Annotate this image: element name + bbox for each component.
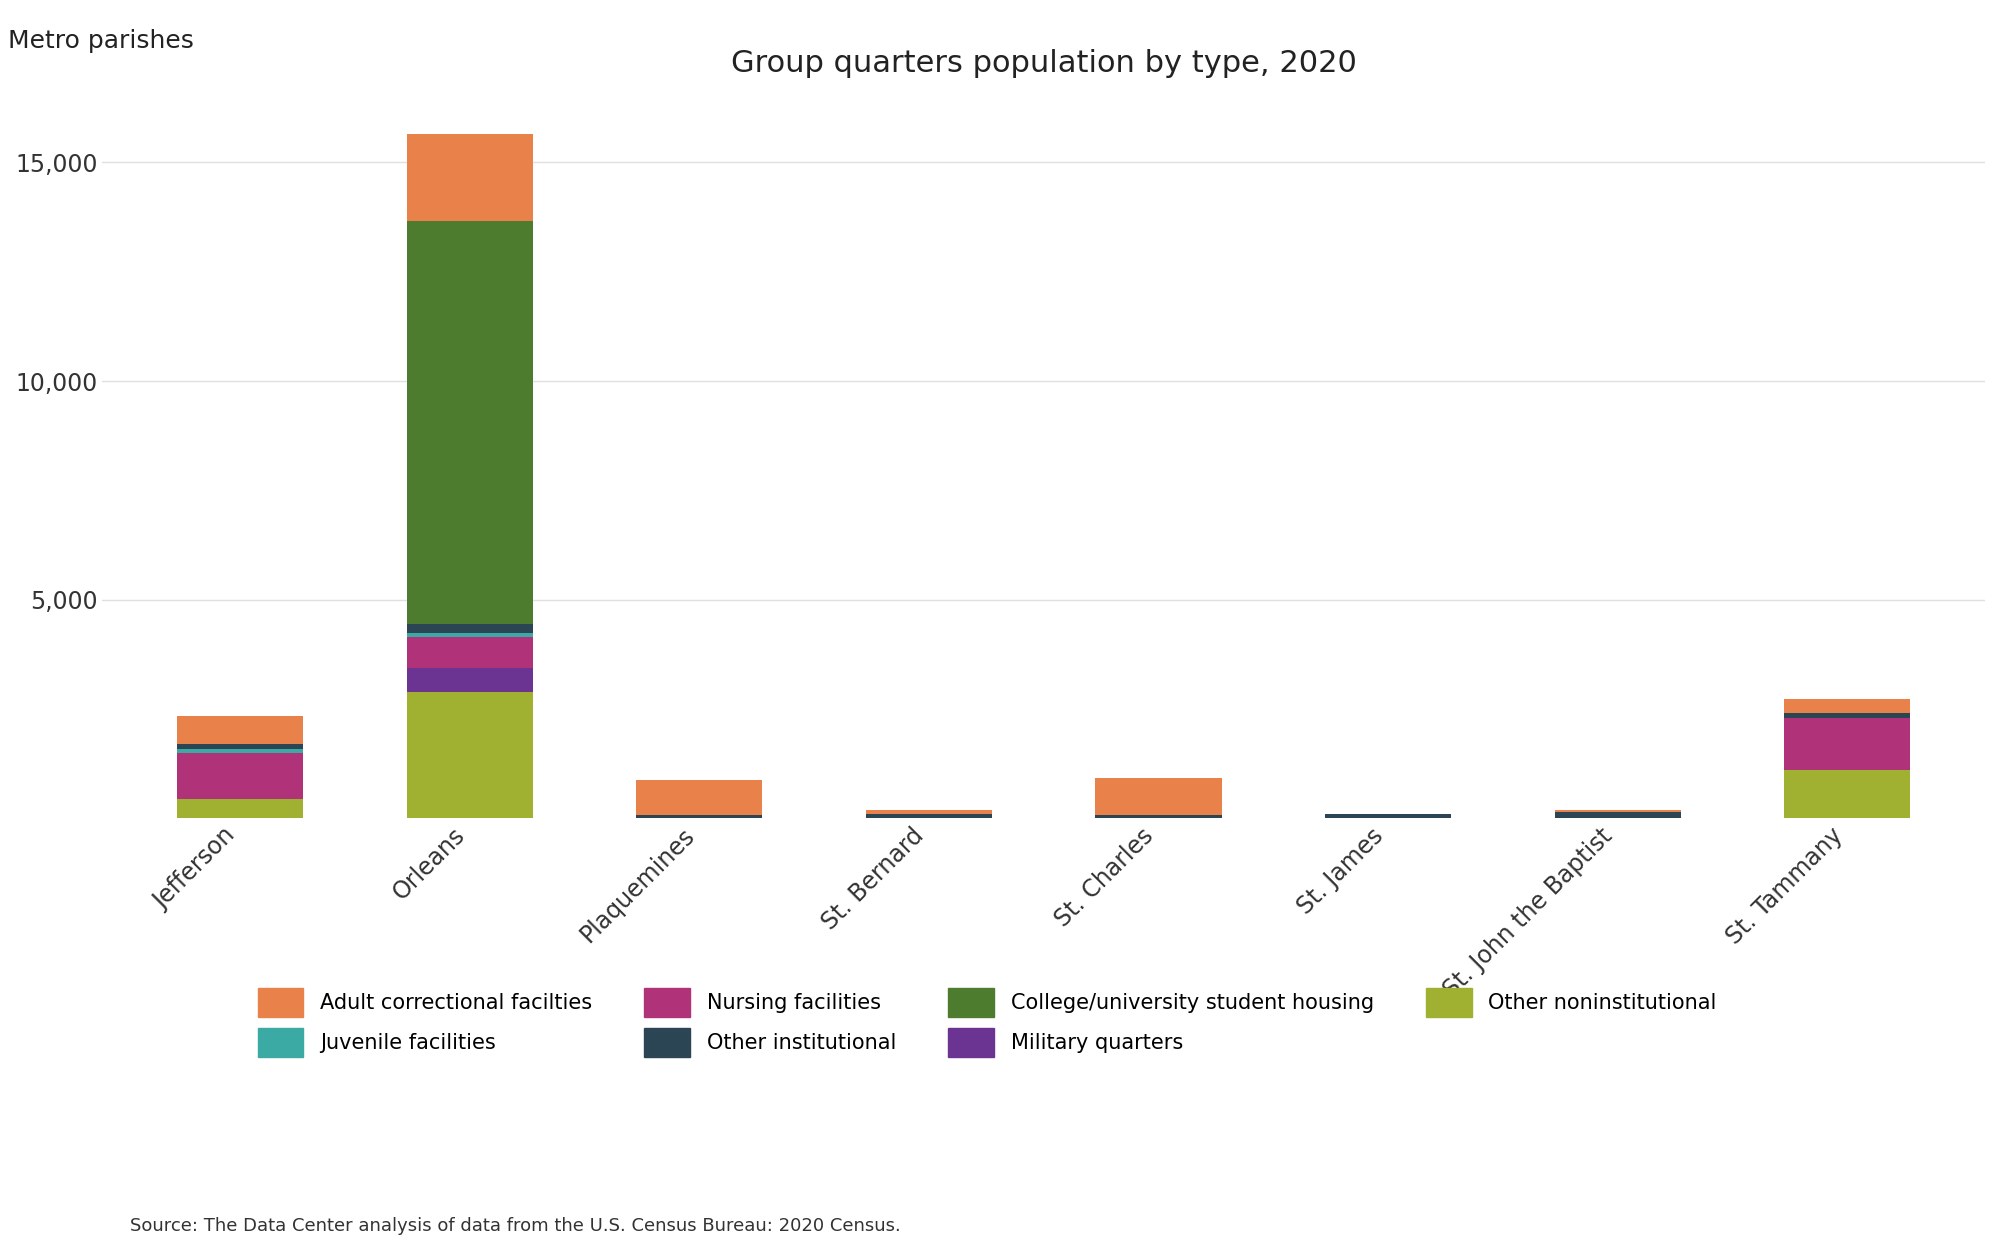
Bar xyxy=(406,691,532,819)
Bar xyxy=(636,815,762,819)
Bar xyxy=(406,624,532,632)
Legend: Adult correctional facilties, Juvenile facilities, Nursing facilities, Other ins: Adult correctional facilties, Juvenile f… xyxy=(258,988,1716,1058)
Bar xyxy=(1554,810,1680,812)
Bar xyxy=(1784,700,1910,712)
Bar xyxy=(176,744,304,749)
Text: Source: The Data Center analysis of data from the U.S. Census Bureau: 2020 Censu: Source: The Data Center analysis of data… xyxy=(130,1218,900,1235)
Bar xyxy=(176,752,304,799)
Bar xyxy=(406,134,532,221)
Bar xyxy=(866,810,992,814)
Bar xyxy=(1554,812,1680,819)
Bar xyxy=(406,638,532,668)
Bar xyxy=(176,799,304,819)
Bar xyxy=(1784,770,1910,819)
Bar xyxy=(1324,814,1452,819)
Bar xyxy=(1096,815,1222,819)
Bar xyxy=(1784,712,1910,717)
Bar xyxy=(1784,718,1910,770)
Bar xyxy=(406,632,532,638)
Bar xyxy=(636,780,762,815)
Bar xyxy=(406,221,532,624)
Text: Metro parishes: Metro parishes xyxy=(8,30,194,54)
Bar xyxy=(1096,778,1222,815)
Title: Group quarters population by type, 2020: Group quarters population by type, 2020 xyxy=(730,49,1356,78)
Bar xyxy=(176,749,304,752)
Bar xyxy=(866,814,992,819)
Bar xyxy=(176,716,304,744)
Bar xyxy=(406,668,532,691)
